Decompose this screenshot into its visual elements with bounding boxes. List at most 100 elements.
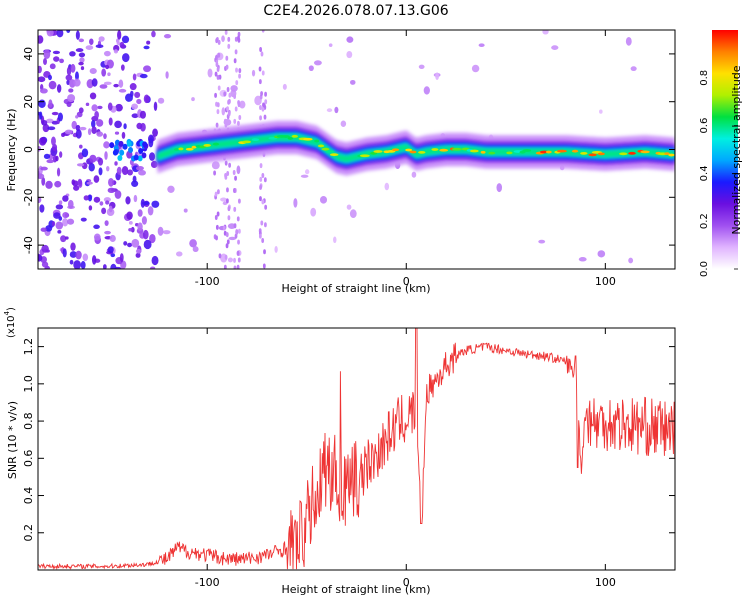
spectrogram-noise-cell — [68, 88, 74, 93]
snr-y-tick-label: 0.6 — [22, 450, 35, 468]
spectrogram-noise-cell — [38, 76, 46, 83]
spectrogram-noise-cell — [411, 171, 417, 178]
spectrogram-noise-cell — [217, 189, 220, 195]
spectrogram-noise-cell — [65, 236, 69, 240]
spectrogram-noise-cell — [237, 35, 240, 41]
spectrogram-ridge-peak — [640, 150, 650, 154]
spectrogram-noise-cell — [237, 257, 241, 263]
spectrogram-noise-cell — [239, 100, 246, 109]
spectrogram-noise-cell — [66, 30, 71, 34]
spectrogram-noise-cell — [105, 64, 110, 70]
spectrogram-noise-cell — [114, 190, 122, 199]
spectrogram-noise-cell — [54, 180, 62, 188]
spectrogram-noise-cell — [143, 65, 152, 73]
spectrogram-noise-cell — [117, 154, 123, 161]
spectrogram-x-tick-label: 0 — [403, 275, 410, 288]
spectrogram-x-tick-label: 100 — [595, 275, 616, 288]
spectrogram-noise-cell — [128, 220, 133, 225]
spectrogram-noise-cell — [39, 111, 43, 120]
spectrogram-y-tick-label: -40 — [22, 236, 35, 254]
spectrogram-noise-cell — [333, 236, 337, 244]
spectrogram-y-tick-label: 20 — [22, 95, 35, 109]
spectrogram-noise-cell — [135, 252, 141, 258]
spectrogram-noise-cell — [98, 167, 103, 176]
spectrogram-noise-cell — [143, 239, 152, 250]
snr-x-tick-label: 100 — [595, 576, 616, 589]
spectrogram-noise-cell — [91, 104, 98, 112]
spectrogram-ridge-peak — [329, 153, 339, 157]
spectrogram-noise-cell — [127, 169, 133, 176]
spectrogram-noise-cell — [80, 261, 86, 269]
spectrogram-noise-cell — [122, 53, 130, 63]
spectrogram-noise-cell — [233, 58, 237, 64]
spectrogram-noise-cell — [107, 187, 116, 194]
spectrogram-noise-cell — [227, 206, 231, 212]
spectrogram-noise-cell — [262, 263, 266, 269]
spectrogram-noise-cell — [119, 149, 125, 156]
spectrogram-noise-cell — [97, 105, 103, 110]
spectrogram-noise-cell — [148, 152, 156, 161]
spectrogram-noise-cell — [326, 108, 333, 113]
spectrogram-ridge-peak — [282, 135, 291, 138]
spectrogram-noise-cell — [214, 214, 218, 220]
spectrogram-noise-cell — [226, 239, 230, 245]
colorbar-tick-label: 0.6 — [699, 118, 710, 134]
spectrogram-noise-cell — [211, 161, 220, 170]
spectrogram-noise-cell — [225, 243, 229, 249]
spectrogram-noise-cell — [237, 100, 240, 106]
spectrogram-noise-cell — [328, 43, 333, 47]
spectrogram-noise-cell — [227, 36, 231, 42]
spectrogram-noise-cell — [75, 115, 79, 119]
spectrogram-noise-cell — [123, 241, 128, 246]
spectrogram-noise-cell — [216, 109, 220, 115]
spectrogram-noise-cell — [261, 70, 265, 76]
spectrogram-noise-cell — [141, 152, 147, 159]
spectrogram-noise-cell — [59, 58, 64, 64]
spectrogram-ridge-peak — [619, 152, 628, 156]
spectrogram-noise-cell — [261, 199, 265, 205]
spectrogram-noise-cell — [259, 163, 263, 169]
spectrogram-noise-cell — [69, 259, 74, 265]
spectrogram-noise-cell — [101, 207, 107, 215]
spectrogram-noise-cell — [236, 216, 240, 222]
spectrogram-noise-cell — [114, 120, 122, 129]
spectrogram-noise-cell — [346, 204, 352, 210]
spectrogram-noise-cell — [233, 206, 237, 212]
spectrogram-noise-cell — [38, 173, 45, 180]
spectrogram-noise-cell — [224, 160, 228, 166]
spectrogram-noise-cell — [75, 48, 84, 53]
spectrogram-noise-cell — [217, 52, 221, 58]
spectrogram-noise-cell — [215, 235, 218, 241]
snr-x-ticks: -100 0 100 — [195, 328, 616, 589]
spectrogram-noise-cell — [66, 218, 75, 225]
spectrogram-noise-cell — [258, 233, 262, 239]
spectrogram-noise-cell — [263, 249, 266, 255]
spectrogram-noise-cell — [110, 253, 116, 258]
spectrogram-noise-cell — [38, 145, 41, 152]
snr-scale-label: (x104) — [3, 307, 17, 338]
spectrogram-noise-cell — [49, 63, 56, 70]
spectrogram-noise-cell — [143, 94, 150, 104]
spectrogram-noise-cell — [89, 38, 94, 45]
spectrogram-noise-cell — [384, 182, 390, 191]
spectrogram-noise-cell — [423, 86, 430, 95]
spectrogram-noise-cell — [226, 106, 229, 112]
spectrogram-noise-cell — [346, 36, 354, 43]
spectrogram-noise-cell — [136, 98, 142, 105]
colorbar-label: Normalized spectral amplitude — [730, 65, 743, 234]
spectrogram-noise-cell — [66, 79, 70, 85]
spectrogram-noise-cell — [261, 172, 265, 178]
spectrogram-noise-cell — [79, 57, 85, 63]
spectrogram-noise-cell — [234, 36, 238, 42]
spectrogram-noise-cell — [146, 40, 151, 45]
spectrogram-noise-cell — [223, 264, 227, 269]
spectrogram-noise-cell — [103, 81, 112, 86]
spectrogram-ridge-peak — [668, 153, 675, 157]
spectrogram-noise-cell — [109, 234, 116, 243]
spectrogram-ridge-peak — [488, 151, 496, 155]
spectrogram-noise-cell — [103, 141, 110, 149]
spectrogram-noise-cell — [258, 66, 262, 72]
spectrogram-noise-cell — [224, 122, 228, 128]
spectrogram-noise-cell — [91, 78, 98, 87]
spectrogram-noise-cell — [235, 229, 239, 235]
